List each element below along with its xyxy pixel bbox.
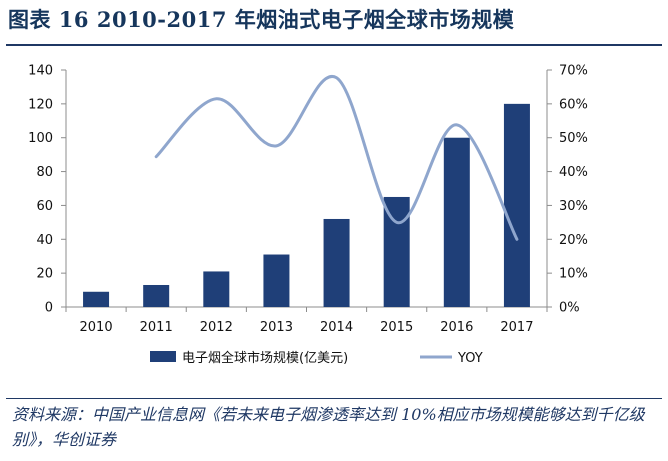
yoy-line [154,74,519,241]
x-tick-label: 2014 [320,320,353,335]
y-tick-label: 40 [36,233,53,248]
y-tick-label: 60 [36,199,53,214]
y2-tick-label: 70% [559,64,588,79]
source-note: 资料来源：中国产业信息网《若未来电子烟渗透率达到 10%相应市场规模能够达到千亿… [12,405,645,449]
title-rule [6,44,662,46]
y2-tick-label: 0% [559,301,580,316]
legend-swatch-bar [150,351,176,362]
y-tick-label: 80 [36,165,53,180]
bar [143,284,170,307]
y2-tick-label: 40% [559,165,588,180]
axes: 0 20 40 60 80 100 120 140 0% 10% 20% 30% 40% 50% 60% 70… [28,64,588,336]
y2-tick-label: 60% [559,97,588,112]
x-tick-label: 2010 [80,320,113,335]
yoy-line-series [154,74,519,241]
x-tick-label: 2015 [380,320,413,335]
y-tick-label: 140 [28,64,53,79]
bar [383,196,410,307]
x-tick-label: 2016 [440,320,473,335]
legend-label-line: YOY [457,351,483,366]
x-tick-label: 2012 [200,320,233,335]
bar [443,137,470,307]
y2-tick-label: 50% [559,131,588,146]
legend-label-bar: 电子烟全球市场规模(亿美元) [182,350,348,366]
figure-title: 图表 16 2010-2017 年烟油式电子烟全球市场规模 [8,7,515,32]
x-tick-label: 2017 [500,320,533,335]
legend: 电子烟全球市场规模(亿美元) YOY [150,350,483,366]
source-rule [6,398,662,399]
y2-tick-label: 20% [559,233,588,248]
y-tick-label: 120 [28,97,53,112]
bar [503,103,530,307]
y-tick-label: 20 [36,267,53,282]
y-tick-label: 0 [45,301,53,316]
y2-tick-label: 10% [559,267,588,282]
bar [263,254,290,307]
x-tick-label: 2011 [140,320,173,335]
bar [83,291,110,307]
y2-tick-label: 30% [559,199,588,214]
bar-series [83,103,530,307]
bar [323,218,350,307]
bar [203,271,230,307]
market-size-chart: 0 20 40 60 80 100 120 140 0% 10% 20% 30% 40% 50% 60% 70… [28,64,588,367]
y-tick-label: 100 [28,131,53,146]
x-tick-label: 2013 [260,320,293,335]
